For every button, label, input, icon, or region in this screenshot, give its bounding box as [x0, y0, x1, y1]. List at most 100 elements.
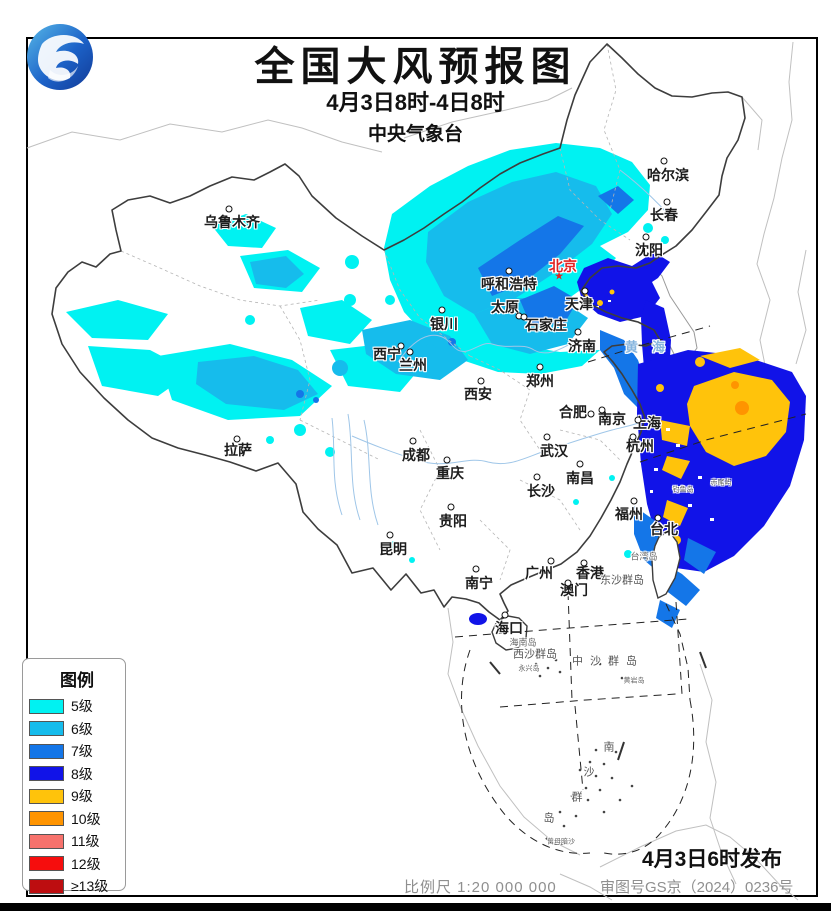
city-label: 贵阳	[439, 513, 467, 529]
legend-label: 9级	[71, 788, 93, 805]
city-dot	[663, 198, 671, 206]
city-label: 成都	[402, 447, 430, 463]
city-dot	[443, 456, 451, 464]
city-dot	[587, 410, 595, 418]
wind-areas-sea	[469, 252, 806, 628]
map-scale: 比例尺 1:20 000 000	[404, 879, 557, 896]
legend-label: 12级	[71, 855, 101, 872]
city-label: 乌鲁木齐	[204, 214, 260, 230]
china-border	[51, 43, 746, 621]
city-label: 沈阳	[635, 242, 663, 258]
city-label: 西宁	[373, 346, 401, 362]
sea-label: 群	[571, 791, 583, 804]
sea-label: 中沙群岛	[572, 655, 644, 668]
city-dot	[547, 557, 555, 565]
legend-item: 5级	[29, 695, 125, 718]
city-dot	[536, 363, 544, 371]
legend-swatch	[29, 833, 64, 849]
map-approval-number: 审图号GS京（2024）0236号	[600, 879, 794, 896]
legend-label: 10级	[71, 810, 101, 827]
city-label: 武汉	[540, 443, 568, 459]
city-dot	[574, 328, 582, 336]
city-label: 南京	[598, 411, 626, 427]
city-label: 济南	[568, 338, 596, 354]
forecast-period: 4月3日8时-4日8时	[326, 90, 505, 115]
city-label: 澳门	[560, 582, 588, 598]
sea-label: 黄海	[624, 339, 680, 355]
city-label: 郑州	[526, 373, 554, 389]
city-label: 哈尔滨	[647, 167, 689, 183]
foreign-boundaries	[26, 41, 807, 901]
city-dot	[501, 611, 509, 619]
scs-islets	[534, 658, 634, 828]
legend-swatch	[29, 811, 64, 827]
city-dot	[472, 565, 480, 573]
sea-label: 永兴岛	[518, 665, 540, 673]
city-label: 南昌	[566, 470, 594, 486]
city-label: 昆明	[379, 541, 407, 557]
city-label: 重庆	[436, 465, 464, 481]
city-dot	[397, 342, 405, 350]
city-dot	[406, 348, 414, 356]
taiwan-island	[651, 530, 681, 600]
city-dot	[660, 157, 668, 165]
city-label: 北京	[549, 258, 577, 274]
city-dot	[447, 503, 455, 511]
sea-label: 黄岩岛	[623, 677, 645, 685]
legend-label: 11级	[71, 833, 100, 850]
legend-item: 10级	[29, 808, 125, 831]
city-label: 合肥	[559, 404, 587, 420]
sea-label: 西沙群岛	[513, 648, 557, 661]
city-dot	[477, 377, 485, 385]
city-dot	[598, 406, 606, 414]
city-dot	[233, 435, 241, 443]
sea-label: 海南岛	[509, 637, 537, 648]
legend-swatch	[29, 721, 64, 737]
province-borders	[120, 43, 631, 581]
city-dot	[654, 514, 662, 522]
cma-logo	[27, 24, 93, 90]
city-dot	[642, 233, 650, 241]
legend-label: ≥13级	[71, 878, 109, 895]
legend-swatch	[29, 698, 64, 714]
city-label: 拉萨	[224, 442, 252, 458]
legend-label: 8级	[71, 765, 93, 782]
legend-swatch	[29, 878, 64, 894]
city-label: 太原	[491, 299, 519, 315]
city-dot	[630, 497, 638, 505]
scs-reefs	[489, 651, 707, 846]
city-dot	[533, 473, 541, 481]
city-dot	[581, 287, 589, 295]
sea-label: 沙	[583, 766, 595, 779]
city-label: 福州	[615, 506, 643, 522]
city-dot	[386, 531, 394, 539]
hainan-island	[491, 615, 528, 651]
sea-label: 钓鱼岛	[672, 486, 694, 494]
city-label: 海口	[495, 620, 523, 636]
sea-label: 曾母暗沙	[547, 838, 575, 846]
legend-item: 9级	[29, 785, 125, 808]
city-dot	[580, 559, 588, 567]
wind-areas-land	[66, 143, 669, 563]
city-label: 长沙	[527, 483, 555, 499]
city-label: 银川	[430, 316, 458, 332]
city-dot	[505, 267, 513, 275]
agency-name: 中央气象台	[367, 124, 463, 145]
city-dot	[409, 437, 417, 445]
city-label: 西安	[464, 386, 492, 402]
legend-label: 6级	[71, 720, 93, 737]
legend-label: 5级	[71, 698, 93, 715]
city-label: 天津	[565, 296, 593, 312]
city-label: 南宁	[465, 575, 493, 591]
city-label: 呼和浩特	[481, 276, 537, 292]
legend-title: 图例	[60, 671, 94, 690]
city-label: 香港	[576, 565, 604, 581]
page-title: 全国大风预报图	[254, 45, 577, 89]
city-dot	[576, 460, 584, 468]
legend-label: 7级	[71, 743, 93, 760]
legend-item: 6级	[29, 718, 125, 741]
city-label: 兰州	[399, 357, 427, 373]
legend-item: ≥13级	[29, 875, 125, 898]
city-dot	[564, 579, 572, 587]
